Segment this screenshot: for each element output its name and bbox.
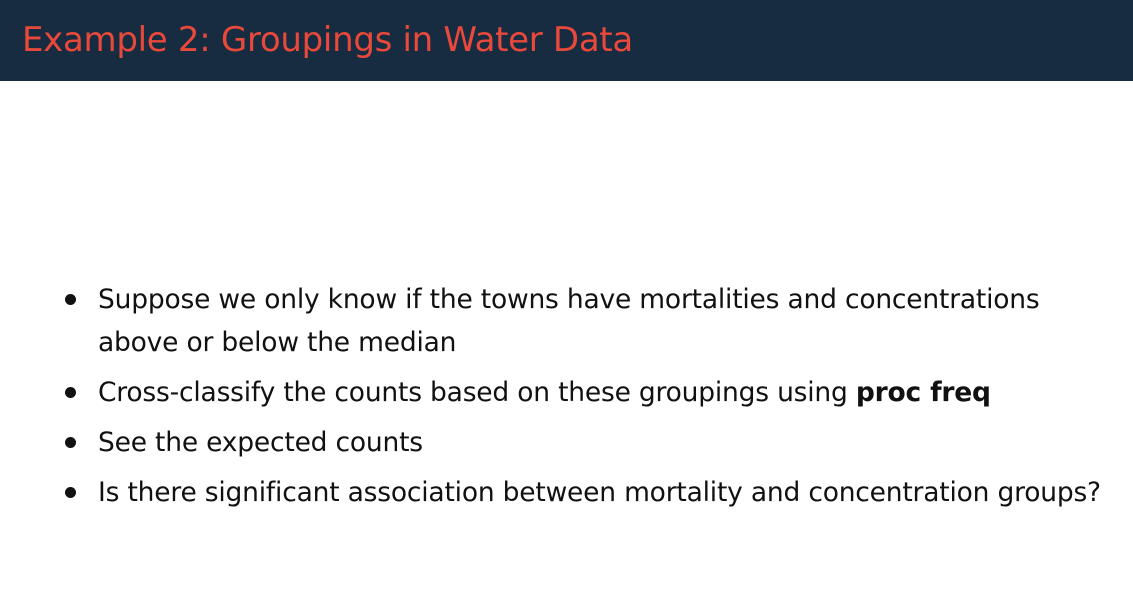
bullet-dot-icon <box>65 487 76 498</box>
bullet-text-2-bold: proc freq <box>855 377 991 408</box>
bullet-item-2: Cross-classify the counts based on these… <box>62 371 1112 414</box>
bullet-text-1: Suppose we only know if the towns have m… <box>98 284 1040 358</box>
bullet-item-1: Suppose we only know if the towns have m… <box>62 278 1112 364</box>
slide-title-bar: Example 2: Groupings in Water Data <box>0 0 1133 81</box>
bullet-dot-icon <box>65 387 76 398</box>
bullet-list: Suppose we only know if the towns have m… <box>62 278 1112 521</box>
bullet-dot-icon <box>65 294 76 305</box>
bullet-text-3: See the expected counts <box>98 427 423 458</box>
bullet-item-4: Is there significant association between… <box>62 471 1112 514</box>
bullet-item-3: See the expected counts <box>62 421 1112 464</box>
bullet-text-2: Cross-classify the counts based on these… <box>98 377 856 408</box>
bullet-text-4: Is there significant association between… <box>98 477 1101 508</box>
bullet-dot-icon <box>65 437 76 448</box>
slide-title: Example 2: Groupings in Water Data <box>22 20 633 60</box>
